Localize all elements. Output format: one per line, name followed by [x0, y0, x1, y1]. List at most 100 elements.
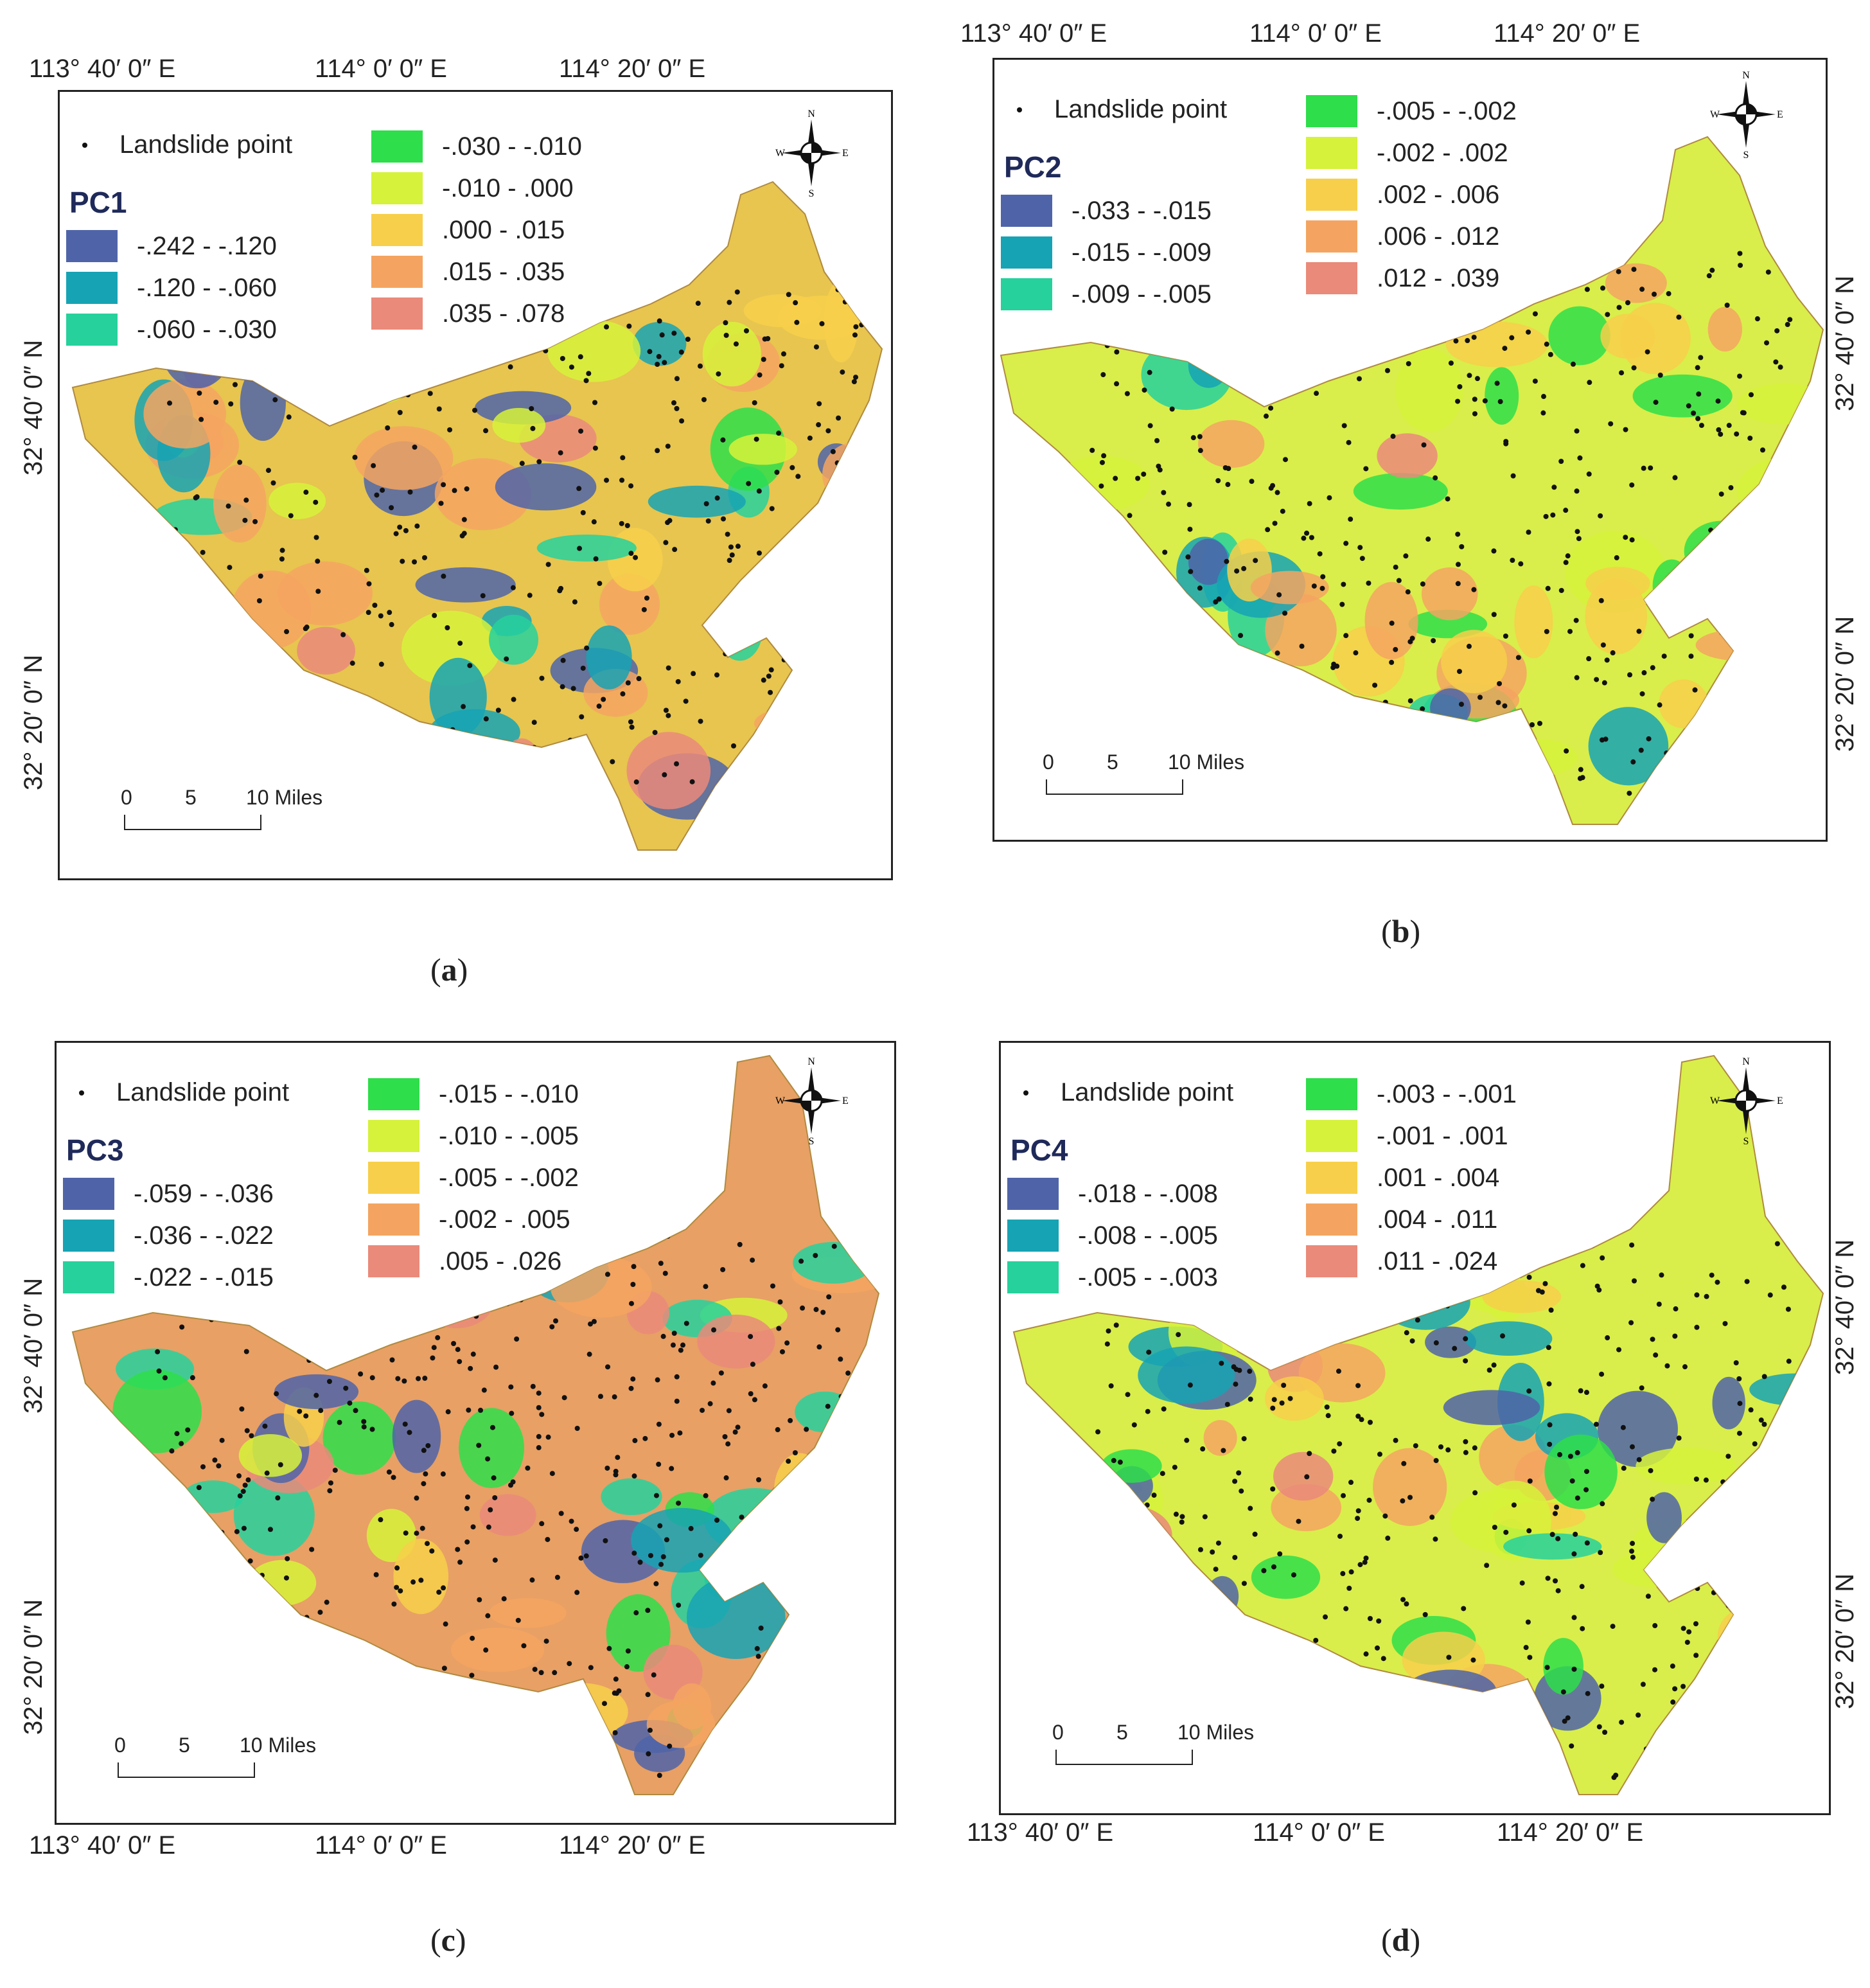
landslide-point [1765, 269, 1771, 275]
landslide-point [651, 1672, 657, 1678]
landslide-point [1159, 333, 1165, 339]
landslide-point [1725, 1453, 1731, 1459]
landslide-point [539, 1521, 545, 1527]
landslide-point [197, 618, 203, 624]
landslide-point [422, 1376, 428, 1381]
landslide-point [486, 1524, 491, 1530]
landslide-point [1630, 759, 1636, 765]
landslide-point [597, 1394, 603, 1399]
landslide-point [1598, 598, 1604, 603]
landslide-point [536, 1405, 542, 1410]
landslide-point [701, 396, 707, 402]
landslide-point [1131, 1634, 1137, 1640]
landslide-point [457, 641, 463, 646]
landslide-point [1241, 1581, 1247, 1586]
landslide-point [1571, 1666, 1577, 1672]
landslide-point [1271, 1564, 1276, 1570]
lon-label-3: 114° 20′ 0″ E [1494, 19, 1641, 48]
value-patch [728, 434, 797, 465]
landslide-point [1232, 1554, 1238, 1560]
landslide-point [1599, 1371, 1605, 1377]
landslide-point [1567, 1453, 1573, 1459]
landslide-point [1304, 530, 1310, 536]
landslide-point [847, 513, 852, 519]
landslide-point [1242, 324, 1248, 330]
landslide-point [441, 1585, 446, 1591]
compass-e: E [1777, 109, 1783, 120]
landslide-point [569, 1722, 574, 1728]
landslide-point [1099, 1507, 1105, 1513]
landslide-point [1197, 448, 1203, 454]
landslide-point [378, 1517, 384, 1523]
landslide-point [243, 1349, 249, 1354]
landslide-point [161, 1622, 167, 1628]
landslide-point [1244, 384, 1249, 389]
value-patch [686, 1575, 786, 1659]
landslide-point [326, 1378, 332, 1384]
landslide-point [574, 1590, 580, 1595]
landslide-point [1711, 1658, 1717, 1664]
landslide-point [1409, 1338, 1415, 1344]
value-patch [1138, 1346, 1235, 1404]
landslide-point [667, 1743, 673, 1749]
landslide-point [545, 1434, 551, 1440]
landslide-point [734, 289, 740, 295]
landslide-point [1463, 1450, 1469, 1455]
landslide-point [812, 580, 818, 585]
landslide-point [1760, 447, 1765, 453]
landslide-point [1491, 1362, 1497, 1368]
landslide-point [440, 790, 446, 795]
landslide-point [1697, 1755, 1703, 1761]
legend-swatch [368, 1203, 419, 1236]
landslide-point [558, 585, 564, 591]
landslide-point [773, 706, 779, 711]
study-area-map [71, 181, 883, 851]
landslide-point [852, 332, 858, 338]
landslide-point [241, 1525, 247, 1531]
landslide-point [1348, 1480, 1354, 1486]
landslide-point [1479, 777, 1485, 783]
landslide-point [663, 540, 669, 546]
landslide-point [1675, 1757, 1680, 1762]
landslide-point [200, 590, 206, 596]
landslide-point [675, 679, 681, 684]
landslide-point [419, 1525, 425, 1531]
landslide-point [1698, 1680, 1704, 1686]
landslide-point [1800, 1423, 1806, 1429]
value-patch [1695, 1500, 1794, 1538]
landslide-point [1563, 560, 1569, 565]
panel-caption: (a) [430, 952, 468, 988]
landslide-point [1526, 1764, 1532, 1770]
landslide-point [445, 625, 450, 631]
landslide-point [209, 631, 215, 637]
landslide-point [158, 635, 164, 641]
landslide-point [481, 1387, 487, 1393]
landslide-point [830, 448, 836, 454]
landslide-point [852, 657, 858, 663]
landslide-point [398, 1588, 403, 1593]
landslide-point [1616, 305, 1622, 310]
value-patch [392, 1399, 441, 1473]
landslide-point [1631, 1278, 1637, 1284]
landslide-point [298, 730, 304, 736]
landslide-point [313, 499, 319, 505]
landslide-point [1347, 1777, 1353, 1783]
legend-range: .005 - .026 [439, 1247, 562, 1275]
landslide-point [409, 777, 414, 783]
landslide-point [279, 547, 285, 553]
landslide-point [387, 610, 393, 616]
landslide-point [1355, 1414, 1361, 1419]
landslide-point [1336, 1369, 1341, 1374]
landslide-point [198, 416, 204, 422]
landslide-point [1640, 1682, 1646, 1687]
landslide-point [674, 405, 680, 411]
landslide-point [156, 601, 162, 607]
landslide-point [695, 301, 701, 306]
landslide-point [1395, 1749, 1401, 1755]
landslide-point [790, 1647, 796, 1653]
map-frame: Landslide point PC4 -.018 - -.008 -.008 … [999, 1041, 1831, 1815]
landslide-point [1363, 466, 1369, 472]
landslide-point [1224, 1401, 1230, 1407]
value-patch [1684, 729, 1746, 796]
value-patch [331, 759, 407, 808]
